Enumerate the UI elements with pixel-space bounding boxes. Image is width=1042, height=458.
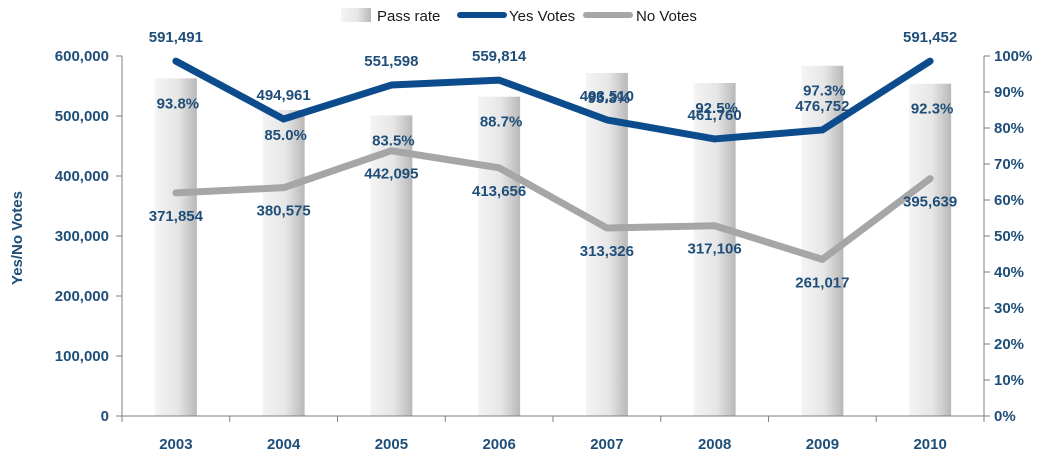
right-tick-label: 50% <box>994 228 1024 245</box>
label-no-votes-2008: 317,106 <box>688 241 742 258</box>
right-tick-label: 20% <box>994 336 1024 353</box>
bar-pass-rate-2007 <box>585 72 628 417</box>
label-pass-rate-2005: 83.5% <box>372 132 415 149</box>
axes: 0 100,000 200,000 300,000 400,000 500,000 600,… <box>55 48 1033 453</box>
label-pass-rate-2009: 97.3% <box>803 83 846 100</box>
bars-pass-rate <box>154 65 952 417</box>
right-tick-label: 80% <box>994 120 1024 137</box>
left-tick-label: 200,000 <box>55 288 109 305</box>
label-no-votes-2004: 380,575 <box>257 203 311 220</box>
right-tick-label: 10% <box>994 372 1024 389</box>
x-tick-label-2010: 2010 <box>913 436 946 453</box>
legend-label-yes-votes: Yes Votes <box>509 8 575 25</box>
right-tick-label: 100% <box>994 48 1032 65</box>
bar-pass-rate-2010 <box>909 83 952 416</box>
right-tick-label: 90% <box>994 84 1024 101</box>
label-no-votes-2010: 395,639 <box>903 194 957 211</box>
bar-pass-rate-2006 <box>478 96 521 417</box>
left-tick-label: 0 <box>101 408 109 425</box>
right-tick-label: 70% <box>994 156 1024 173</box>
x-tick-label-2005: 2005 <box>375 436 408 453</box>
label-no-votes-2006: 413,656 <box>472 183 526 200</box>
label-pass-rate-2007: 95.3% <box>588 90 631 107</box>
label-pass-rate-2006: 88.7% <box>480 114 523 131</box>
right-tick-label: 0% <box>994 408 1016 425</box>
legend-swatch-pass-rate <box>341 8 371 22</box>
line-yes-votes <box>172 57 934 143</box>
left-tick-label: 400,000 <box>55 168 109 185</box>
label-pass-rate-2008: 92.5% <box>695 100 738 117</box>
line-no-votes <box>172 147 934 263</box>
right-tick-label: 30% <box>994 300 1024 317</box>
x-tick-label-2004: 2004 <box>267 436 301 453</box>
y-axis-title: Yes/No Votes <box>9 191 26 285</box>
x-tick-label-2006: 2006 <box>482 436 515 453</box>
data-labels: 591,491 494,961 551,598 559,814 493,510 461,7… <box>149 29 957 291</box>
label-yes-votes-2005: 551,598 <box>364 53 418 70</box>
label-yes-votes-2009: 476,752 <box>795 98 849 115</box>
x-tick-label-2003: 2003 <box>159 436 192 453</box>
right-tick-label: 40% <box>994 264 1024 281</box>
label-yes-votes-2008: 461,760 <box>688 107 742 124</box>
legend-label-pass-rate: Pass rate <box>377 8 440 25</box>
bar-pass-rate-2005 <box>370 115 413 417</box>
legend-label-no-votes: No Votes <box>636 8 697 25</box>
left-tick-label: 500,000 <box>55 108 109 125</box>
x-tick-label-2007: 2007 <box>590 436 623 453</box>
label-no-votes-2003: 371,854 <box>149 208 204 225</box>
legend-item-yes-votes: Yes Votes <box>457 8 575 25</box>
label-pass-rate-2010: 92.3% <box>911 101 954 118</box>
label-yes-votes-2003: 591,491 <box>149 29 203 46</box>
legend: Pass rate Yes Votes No Votes <box>341 8 697 25</box>
left-tick-label: 600,000 <box>55 48 109 65</box>
label-yes-votes-2006: 559,814 <box>472 48 527 65</box>
label-pass-rate-2003: 93.8% <box>157 95 200 112</box>
label-yes-votes-2004: 494,961 <box>257 87 311 104</box>
right-tick-label: 60% <box>994 192 1024 209</box>
left-tick-label: 100,000 <box>55 348 109 365</box>
lines <box>172 57 934 263</box>
label-no-votes-2009: 261,017 <box>795 274 849 291</box>
left-tick-label: 300,000 <box>55 228 109 245</box>
bar-pass-rate-2004 <box>262 110 305 416</box>
legend-item-no-votes: No Votes <box>583 8 697 25</box>
label-pass-rate-2004: 85.0% <box>264 127 307 144</box>
legend-item-pass-rate: Pass rate <box>341 8 440 25</box>
label-no-votes-2005: 442,095 <box>364 166 418 183</box>
label-yes-votes-2007: 493,510 <box>580 88 634 105</box>
x-tick-label-2008: 2008 <box>698 436 731 453</box>
label-yes-votes-2010: 591,452 <box>903 29 957 46</box>
bar-pass-rate-2003 <box>154 78 197 416</box>
label-no-votes-2007: 313,326 <box>580 243 634 260</box>
x-tick-label-2009: 2009 <box>806 436 839 453</box>
